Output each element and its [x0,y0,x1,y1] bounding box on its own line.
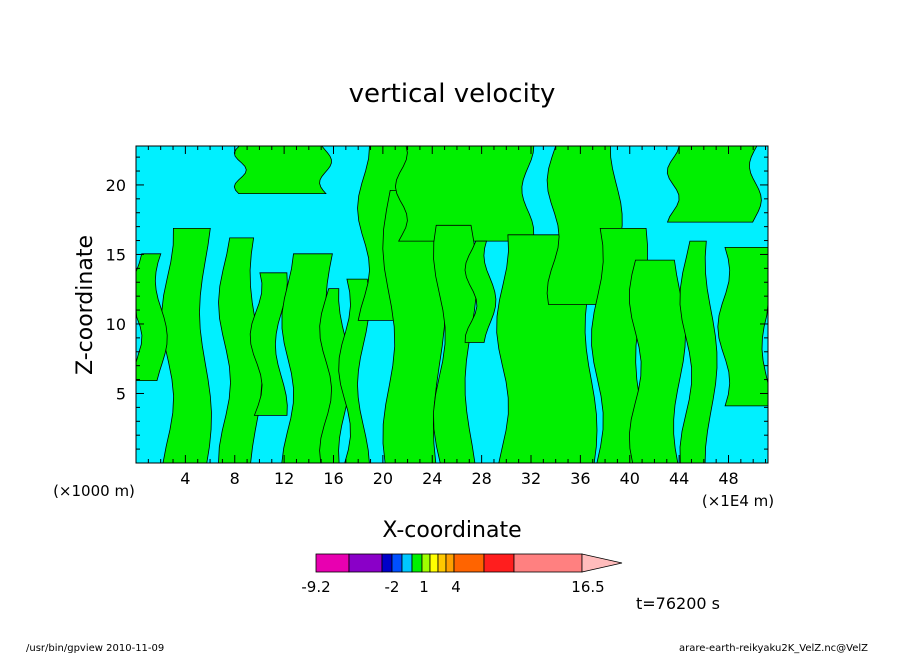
x-tick-label: 8 [230,469,240,488]
colorbar-segment [453,553,485,573]
colorbar-segment [437,553,447,573]
colorbar-segment [315,553,350,573]
updraft-regions [135,145,769,464]
colorbar-segment [411,553,423,573]
y-axis-label: Z-coordinate [73,235,98,375]
x-tick-label: 20 [373,469,393,488]
colorbar-label: -2 [385,578,400,596]
colorbar-segment [421,553,431,573]
colorbar-segment [445,553,455,573]
y-tick-label: 15 [106,245,126,264]
colorbar-label: 1 [419,578,429,596]
x-axis-label: X-coordinate [382,518,521,543]
colorbar-label: 16.5 [571,578,604,596]
time-label: t=76200 s [636,594,720,613]
colorbar-segment [391,553,403,573]
x-tick-label: 28 [471,469,491,488]
x-tick-label: 40 [620,469,640,488]
colorbar-segment [429,553,439,573]
x-unit-right: (×1E4 m) [702,492,774,510]
chart-title: vertical velocity [349,79,556,109]
colorbar-segment [348,553,383,573]
updraft-region-2 [249,272,288,416]
y-axis: 5 10 15 20 [106,156,768,450]
colorbar-segment [483,553,515,573]
y-tick-label: 10 [106,315,126,334]
x-tick-label: 36 [570,469,590,488]
footer-right: arare-earth-reikyaku2K_VelZ.nc@VelZ [679,643,868,654]
x-tick-label: 48 [718,469,738,488]
x-tick-label: 16 [323,469,343,488]
x-tick-label: 32 [521,469,541,488]
y-tick-label: 5 [116,384,126,403]
colorbar-labels: -9.2 -2 1 4 16.5 [301,578,604,596]
footer-left: /usr/bin/gpview 2010-11-09 [26,643,164,654]
x-tick-label: 24 [422,469,442,488]
x-tick-label: 12 [274,469,294,488]
x-axis: 4 8 12 16 20 24 28 32 36 40 44 48 [147,146,767,488]
y-tick-label: 20 [106,176,126,195]
colorbar-arrow [581,553,623,573]
colorbar-label: 4 [451,578,461,596]
x-tick-label: 4 [180,469,190,488]
colorbar-segment [401,553,413,573]
colorbar-label: -9.2 [301,578,330,596]
plot-area [135,145,769,464]
plot-frame [135,145,769,464]
updraft-region-11 [464,240,497,343]
x-tick-label: 44 [669,469,689,488]
colorbar [315,553,623,573]
x-unit-left: (×1000 m) [53,482,135,500]
updraft-region-16 [666,145,762,223]
colorbar-segment [513,553,583,573]
colorbar-segment [381,553,393,573]
updraft-region-3 [233,145,332,194]
